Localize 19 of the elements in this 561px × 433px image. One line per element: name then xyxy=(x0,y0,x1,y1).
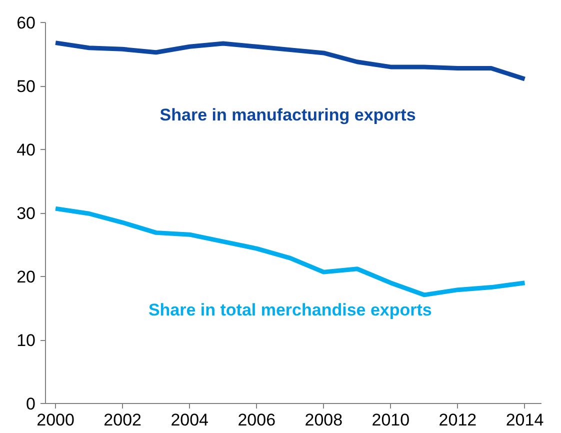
line-series xyxy=(53,206,527,298)
y-tick-label: 0 xyxy=(26,394,36,414)
x-tick-label: 2014 xyxy=(506,410,544,430)
x-tick-label: 2004 xyxy=(170,410,209,430)
x-tick-label: 2000 xyxy=(36,410,74,430)
x-tick-label: 2006 xyxy=(238,410,276,430)
y-tick-label: 30 xyxy=(16,204,36,223)
series-label: Share in total merchandise exports xyxy=(148,300,432,320)
x-tick-label: 2012 xyxy=(438,410,477,430)
y-tick-label: 60 xyxy=(16,14,36,32)
line-series xyxy=(53,40,527,82)
x-tick-label: 2008 xyxy=(304,410,343,430)
text: Share in manufacturing exports xyxy=(160,105,416,124)
y-tick-label: 50 xyxy=(16,77,36,96)
y-tick-label: 20 xyxy=(16,268,36,286)
y-tick-label: 10 xyxy=(16,331,36,350)
x-tick-label: 2002 xyxy=(104,410,142,430)
x-tick-label: 2010 xyxy=(372,410,410,430)
y-tick-label: 40 xyxy=(16,140,36,160)
